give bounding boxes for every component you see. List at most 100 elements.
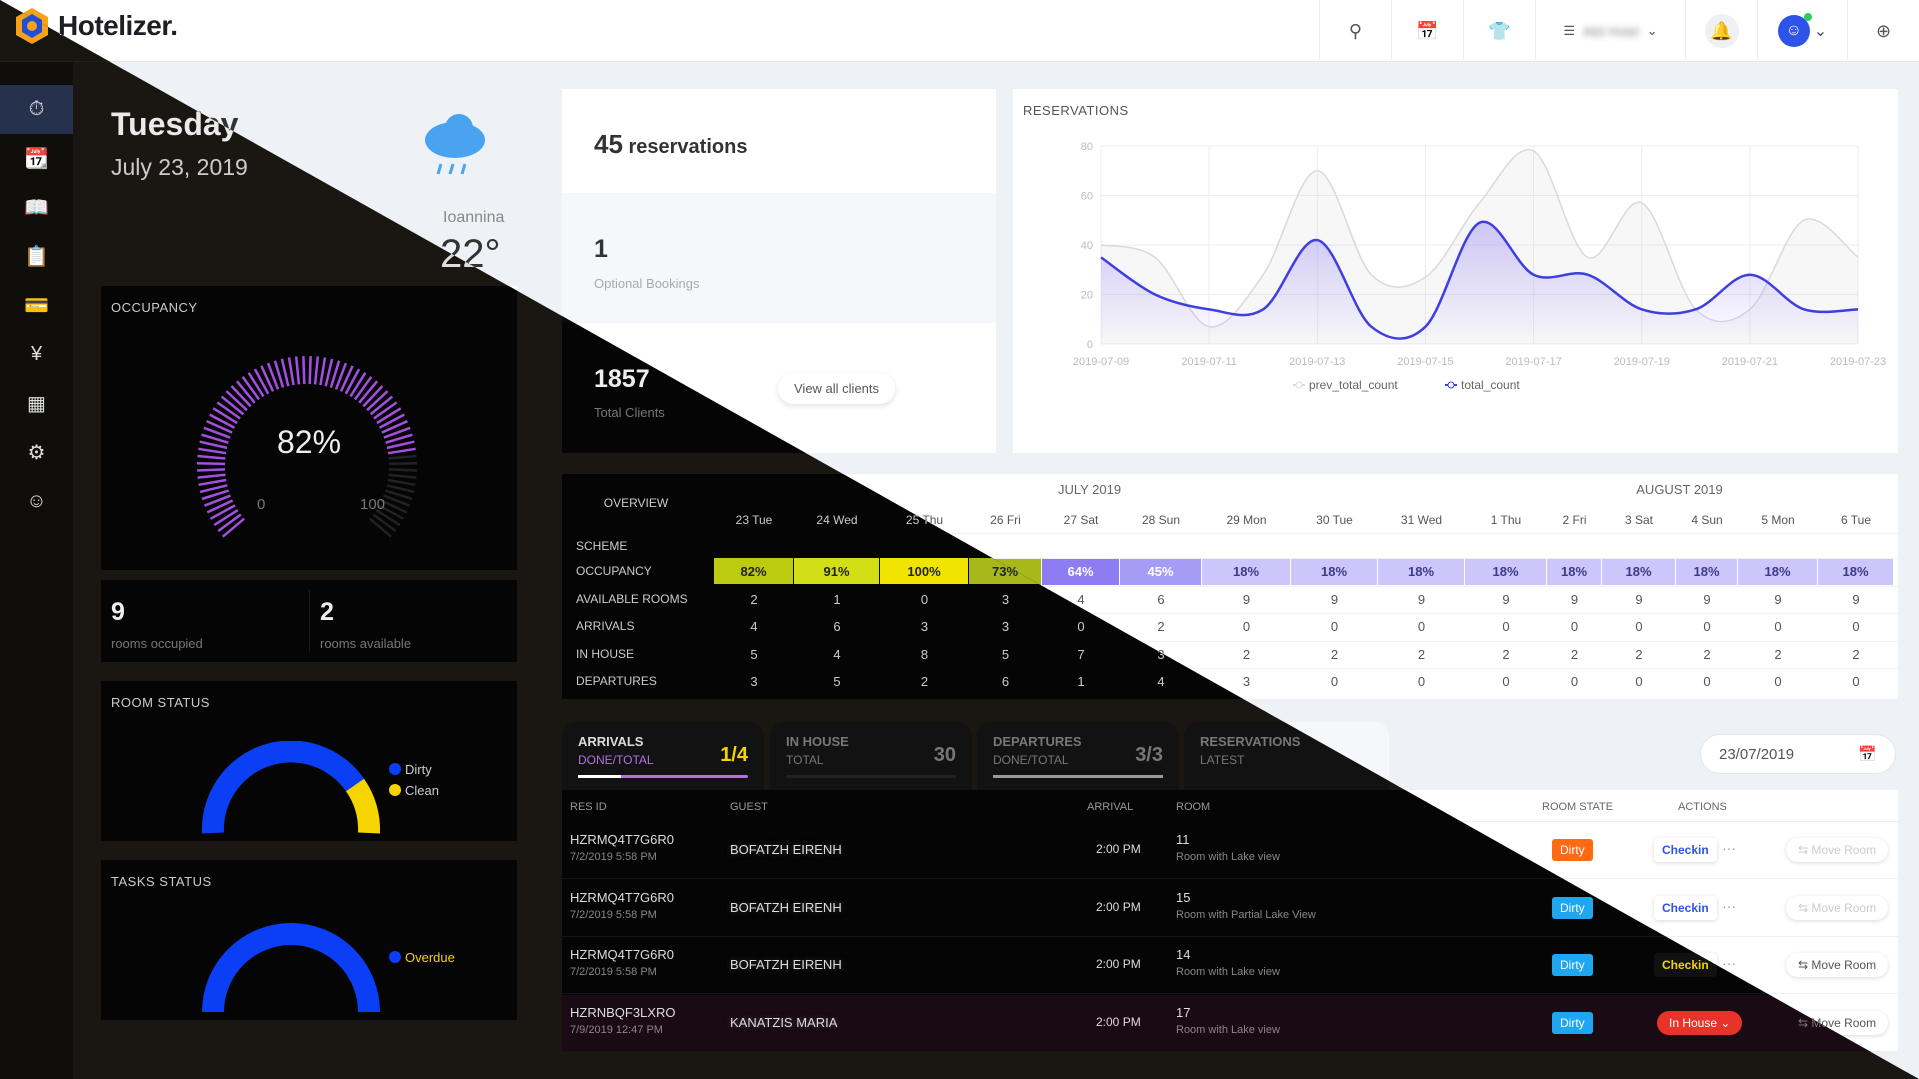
sidebar-card-icon[interactable]: 💳	[24, 295, 49, 317]
overview-cell[interactable]: 0	[1330, 674, 1339, 689]
overview-cell[interactable]: 2	[1703, 647, 1711, 662]
overview-cell[interactable]: 9	[1417, 592, 1426, 607]
search-icon[interactable]: ⚲	[1319, 0, 1391, 62]
res-id[interactable]: HZRNBQF3LXRO	[570, 1004, 676, 1020]
overview-cell[interactable]: 0	[920, 591, 929, 607]
occupancy-cell[interactable]: 18%	[1291, 558, 1377, 585]
overview-cell[interactable]: 6	[833, 618, 841, 634]
overview-cell[interactable]: 9	[1852, 592, 1860, 607]
move-room-button[interactable]: ⇆ Move Room	[1786, 895, 1889, 920]
notifications-button[interactable]: 🔔	[1685, 0, 1757, 62]
res-id[interactable]: HZRMQ4T7G6R0	[570, 832, 675, 847]
more-options-icon[interactable]: ···	[1722, 897, 1736, 914]
overview-cell[interactable]: 0	[1502, 674, 1510, 689]
overview-cell[interactable]: 2	[1330, 647, 1339, 662]
guest-name[interactable]: BOFATZH EIRENH	[730, 957, 842, 972]
overview-cell[interactable]: 0	[1774, 674, 1782, 689]
overview-cell[interactable]: 6	[1157, 592, 1165, 607]
overview-cell[interactable]: 3	[920, 618, 929, 634]
occupancy-cell[interactable]: 18%	[1676, 558, 1737, 585]
occupancy-cell[interactable]: 18%	[1738, 558, 1817, 585]
overview-cell[interactable]: 1	[833, 591, 841, 607]
overview-cell[interactable]: 5	[833, 673, 841, 689]
overview-cell[interactable]: 0	[1570, 674, 1579, 689]
overview-cell[interactable]: 5	[750, 646, 758, 662]
sidebar-user-icon[interactable]: ☺	[26, 490, 47, 512]
overview-cell[interactable]: 2	[1635, 647, 1643, 662]
overview-cell[interactable]: 8	[920, 646, 929, 662]
overview-cell[interactable]: 0	[1502, 619, 1510, 634]
tab-departures[interactable]: DEPARTURES DONE/TOTAL 3/3	[977, 722, 1179, 790]
overview-cell[interactable]: 2	[1417, 647, 1426, 662]
overview-cell[interactable]: 0	[1417, 619, 1426, 634]
occupancy-cell[interactable]: 18%	[1202, 558, 1290, 585]
overview-cell[interactable]: 9	[1635, 592, 1643, 607]
overview-cell[interactable]: 3	[1157, 646, 1165, 662]
occupancy-cell[interactable]: 18%	[1547, 558, 1601, 585]
occupancy-cell[interactable]: 18%	[1378, 558, 1464, 585]
more-options-icon[interactable]: ···	[1722, 840, 1736, 856]
guest-name[interactable]: BOFATZH EIRENH	[730, 842, 842, 857]
overview-cell[interactable]: 9	[1774, 592, 1782, 607]
sidebar-dashboard-icon[interactable]: ⏱	[0, 85, 73, 134]
more-options-icon[interactable]: ···	[1722, 955, 1736, 971]
occupancy-cell[interactable]: 82%	[714, 558, 793, 584]
overview-cell[interactable]: 2	[1570, 647, 1579, 662]
overview-cell[interactable]: 9	[1242, 592, 1251, 607]
overview-cell[interactable]: 2	[1852, 647, 1860, 662]
date-filter-input[interactable]: 23/07/2019 📅	[1700, 734, 1896, 774]
occupancy-cell[interactable]: 64%	[1042, 558, 1119, 585]
overview-cell[interactable]: 0	[1570, 619, 1579, 634]
overview-cell[interactable]: 9	[1703, 592, 1711, 607]
tab-arrivals[interactable]: ARRIVALS DONE/TOTAL 1/4	[562, 722, 764, 790]
guest-name[interactable]: KANATZIS MARIA	[730, 1014, 838, 1030]
occupancy-cell[interactable]: 18%	[1818, 558, 1893, 585]
sidebar-grid-icon[interactable]: ▦	[27, 393, 46, 415]
overview-cell[interactable]: 2	[1157, 619, 1165, 634]
overview-cell[interactable]: 2	[1242, 647, 1251, 662]
plus-circle-icon[interactable]: ⊕	[1847, 0, 1919, 62]
move-room-button[interactable]: ⇆ Move Room	[1786, 838, 1889, 862]
overview-cell[interactable]: 1	[1077, 673, 1085, 689]
legend-label[interactable]: prev_total_count	[1309, 378, 1398, 392]
overview-cell[interactable]: 0	[1635, 674, 1643, 689]
overview-cell[interactable]: 9	[1330, 592, 1339, 607]
overview-cell[interactable]: 0	[1077, 618, 1085, 634]
overview-cell[interactable]: 3	[1001, 618, 1010, 634]
sidebar-yen-icon[interactable]: ¥	[30, 343, 43, 365]
user-menu[interactable]: ☺⌄	[1757, 0, 1847, 62]
occupancy-cell[interactable]: 18%	[1602, 558, 1675, 585]
sidebar-booking-icon[interactable]: 📋	[24, 246, 49, 268]
occupancy-cell[interactable]: 91%	[794, 558, 879, 584]
checkin-button[interactable]: Checkin	[1654, 838, 1717, 862]
overview-cell[interactable]: 6	[1001, 673, 1010, 689]
tab-in-house[interactable]: IN HOUSE TOTAL 30	[770, 722, 972, 790]
overview-cell[interactable]: 3	[750, 673, 758, 689]
calendar-icon[interactable]: 📅	[1391, 0, 1463, 62]
sidebar-calendar-icon[interactable]: 📆	[24, 148, 49, 170]
overview-cell[interactable]: 9	[1570, 592, 1579, 607]
overview-cell[interactable]: 0	[1703, 674, 1711, 689]
move-room-button[interactable]: ⇆ Move Room	[1786, 953, 1889, 977]
overview-cell[interactable]: 0	[1635, 619, 1643, 634]
checkin-button[interactable]: Checkin	[1654, 953, 1717, 977]
overview-cell[interactable]: 0	[1852, 619, 1860, 634]
sidebar-gear-icon[interactable]: ⚙	[27, 442, 46, 464]
sidebar-book-icon[interactable]: 📖	[24, 197, 49, 219]
overview-cell[interactable]: 0	[1330, 619, 1339, 634]
overview-cell[interactable]: 3	[1242, 674, 1251, 689]
overview-cell[interactable]: 9	[1502, 592, 1510, 607]
overview-cell[interactable]: 2	[750, 591, 758, 607]
overview-cell[interactable]: 2	[920, 673, 929, 689]
overview-cell[interactable]: 0	[1774, 619, 1782, 634]
overview-cell[interactable]: 2	[1502, 647, 1510, 662]
overview-cell[interactable]: 4	[750, 618, 758, 634]
occupancy-cell[interactable]: 18%	[1465, 558, 1546, 585]
overview-cell[interactable]: 3	[1001, 591, 1010, 607]
res-id[interactable]: HZRMQ4T7G6R0	[570, 889, 675, 905]
overview-cell[interactable]: 0	[1703, 619, 1711, 634]
shirt-icon[interactable]: 👕	[1463, 0, 1535, 62]
res-id[interactable]: HZRMQ4T7G6R0	[570, 947, 675, 962]
legend-label[interactable]: total_count	[1461, 378, 1520, 392]
overview-cell[interactable]: 4	[1077, 592, 1085, 607]
